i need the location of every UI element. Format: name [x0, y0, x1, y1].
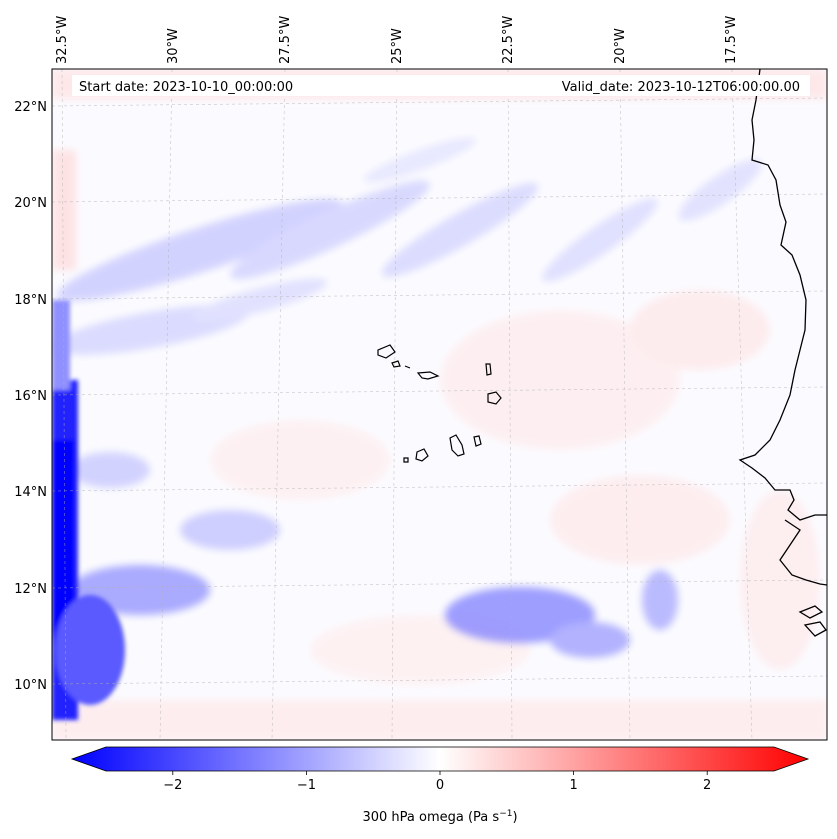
latitude-labels: 22°N 20°N 18°N 16°N 14°N 12°N 10°N	[14, 100, 47, 693]
lat-label-14n: 14°N	[14, 485, 47, 500]
lon-label-32-5w: 32.5°W	[55, 16, 70, 64]
island-santiago	[449, 434, 465, 457]
colorbar-tick-label: 0	[436, 778, 444, 793]
lon-label-20w: 20°W	[613, 28, 628, 64]
valid-date-label: Valid_date: 2023-10-12T06:00:00.00	[562, 80, 800, 95]
lat-label-20n: 20°N	[14, 196, 47, 211]
map-frame	[51, 68, 828, 741]
colorbar: −2 −1 0 1 2 300 hPa omega (Pa s−1)	[70, 746, 810, 825]
colorbar-units-exponent: −1	[499, 809, 512, 819]
island-brava	[403, 457, 409, 463]
lat-label-10n: 10°N	[14, 678, 47, 693]
colorbar-tick-label: 2	[703, 778, 711, 793]
colorbar-ticks: −2 −1 0 1 2	[163, 771, 711, 793]
island-santo-antao	[377, 344, 396, 359]
island-fogo	[415, 448, 429, 462]
date-label-background	[72, 75, 810, 96]
colorbar-tick-label: −2	[163, 778, 182, 793]
lat-label-22n: 22°N	[14, 100, 47, 115]
longitude-labels: 32.5°W 30°W 27.5°W 25°W 22.5°W 20°W 17.5…	[55, 16, 739, 64]
island-sao-vicente	[391, 360, 401, 368]
lon-label-30w: 30°W	[166, 28, 181, 64]
colorbar-variable: 300 hPa omega	[362, 810, 463, 825]
colorbar-tick-label: −1	[297, 778, 316, 793]
start-date-label: Start date: 2023-10-10_00:00:00	[79, 80, 293, 95]
lon-label-22-5w: 22.5°W	[501, 16, 516, 64]
colorbar-bar	[70, 746, 810, 772]
lon-label-27-5w: 27.5°W	[278, 16, 293, 64]
island-maio	[473, 435, 482, 447]
lat-label-16n: 16°N	[14, 389, 47, 404]
lat-label-18n: 18°N	[14, 293, 47, 308]
cape-verde-islands	[377, 344, 502, 463]
lon-label-25w: 25°W	[390, 28, 405, 64]
island-sal	[485, 363, 492, 376]
colorbar-units: Pa s	[473, 810, 499, 825]
coastlines	[738, 69, 827, 637]
colorbar-tick-label: 1	[569, 778, 577, 793]
lat-label-12n: 12°N	[14, 582, 47, 597]
map-gridlines	[52, 69, 827, 740]
island-boa-vista	[487, 391, 502, 405]
omega-field	[52, 69, 827, 740]
african-coastline	[738, 69, 827, 637]
island-santa-luzia	[404, 365, 411, 369]
map-panel: Start date: 2023-10-10_00:00:00 Valid_da…	[51, 68, 828, 741]
lon-label-17-5w: 17.5°W	[724, 16, 739, 64]
colorbar-title: 300 hPa omega (Pa s−1)	[362, 809, 517, 825]
island-sao-nicolau	[416, 371, 440, 380]
